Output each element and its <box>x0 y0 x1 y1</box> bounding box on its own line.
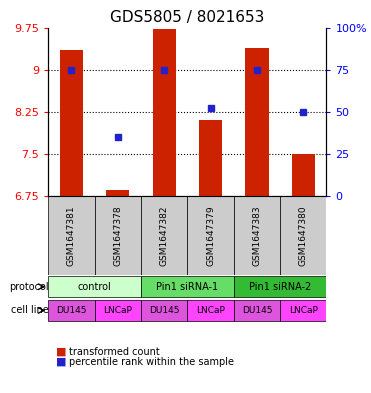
FancyBboxPatch shape <box>95 300 141 321</box>
Text: DU145: DU145 <box>149 306 180 315</box>
FancyBboxPatch shape <box>280 300 326 321</box>
Bar <box>106 190 129 196</box>
Bar <box>152 29 176 196</box>
Text: Pin1 siRNA-2: Pin1 siRNA-2 <box>249 282 311 292</box>
FancyBboxPatch shape <box>187 300 234 321</box>
FancyBboxPatch shape <box>280 196 326 275</box>
Bar <box>60 50 83 196</box>
Text: GSM1647379: GSM1647379 <box>206 205 215 266</box>
FancyBboxPatch shape <box>95 196 141 275</box>
Text: ■: ■ <box>56 347 66 357</box>
Text: GSM1647381: GSM1647381 <box>67 205 76 266</box>
Text: GSM1647378: GSM1647378 <box>113 205 122 266</box>
FancyBboxPatch shape <box>48 276 141 298</box>
FancyBboxPatch shape <box>234 196 280 275</box>
Text: protocol: protocol <box>10 282 49 292</box>
FancyBboxPatch shape <box>141 196 187 275</box>
Text: percentile rank within the sample: percentile rank within the sample <box>69 356 234 367</box>
Text: GSM1647382: GSM1647382 <box>160 205 169 266</box>
FancyBboxPatch shape <box>141 300 187 321</box>
FancyBboxPatch shape <box>187 196 234 275</box>
Text: LNCaP: LNCaP <box>196 306 225 315</box>
Text: LNCaP: LNCaP <box>104 306 132 315</box>
Text: LNCaP: LNCaP <box>289 306 318 315</box>
Text: cell line: cell line <box>12 305 49 316</box>
Text: GSM1647380: GSM1647380 <box>299 205 308 266</box>
FancyBboxPatch shape <box>234 276 326 298</box>
Text: control: control <box>78 282 111 292</box>
Text: ■: ■ <box>56 356 66 367</box>
FancyBboxPatch shape <box>48 300 95 321</box>
Bar <box>245 48 269 196</box>
FancyBboxPatch shape <box>141 276 234 298</box>
FancyBboxPatch shape <box>48 196 95 275</box>
Text: GSM1647383: GSM1647383 <box>252 205 262 266</box>
Text: Pin1 siRNA-1: Pin1 siRNA-1 <box>156 282 219 292</box>
Text: DU145: DU145 <box>242 306 272 315</box>
FancyBboxPatch shape <box>234 300 280 321</box>
Text: transformed count: transformed count <box>69 347 160 357</box>
Bar <box>292 154 315 196</box>
Title: GDS5805 / 8021653: GDS5805 / 8021653 <box>110 10 265 25</box>
Text: DU145: DU145 <box>56 306 87 315</box>
Bar <box>199 120 222 196</box>
